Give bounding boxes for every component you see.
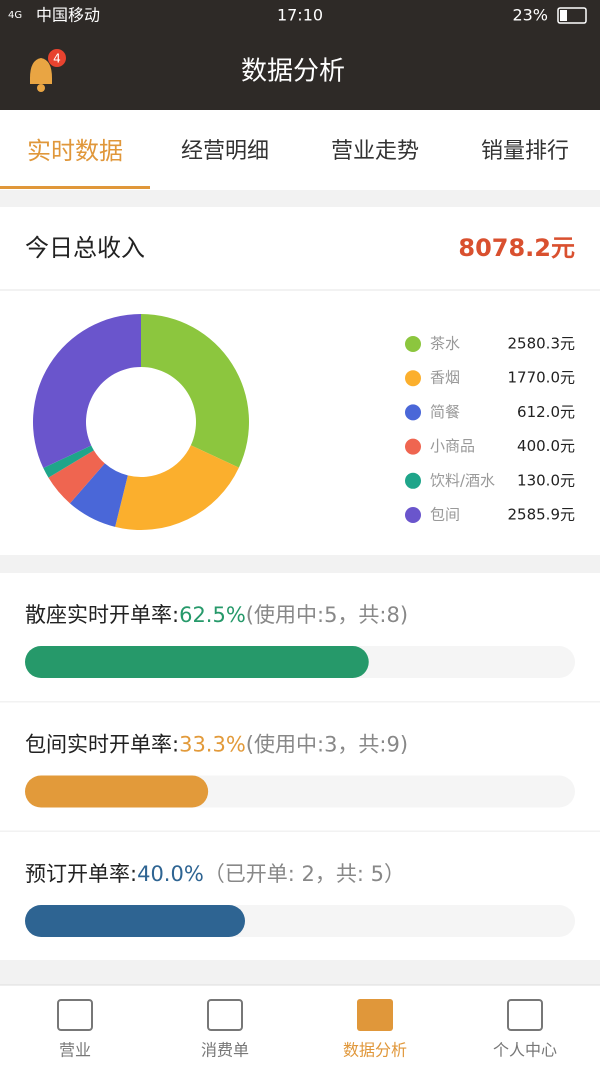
tab[interactable]: 营业走势: [331, 139, 419, 164]
rate-card: [0, 573, 600, 701]
battery-icon: [557, 7, 587, 24]
rate-card: [0, 832, 600, 960]
tab[interactable]: 销量排行: [481, 139, 569, 164]
legend-label: 简餐: [430, 403, 460, 421]
rate-text: 预订开单率:40.0%（已开单: 2，共: 5）: [25, 862, 405, 886]
revenue-total: 8078.2元: [458, 234, 575, 262]
rate-card: [0, 702, 600, 831]
pie-slice: [115, 445, 239, 530]
legend-dot: [405, 472, 421, 489]
rate-label: 散座实时开单率:: [25, 603, 179, 627]
rate-label: 包间实时开单率:: [25, 733, 179, 757]
bottom-nav: [0, 985, 600, 1067]
badge-count: 4: [53, 52, 61, 66]
header-bar: [0, 0, 600, 110]
nav-item[interactable]: 数据分析: [343, 999, 407, 1060]
legend-value: 612.0元: [517, 403, 575, 421]
revenue-label: 今日总收入: [25, 234, 145, 262]
legend-value: 1770.0元: [508, 369, 576, 387]
nav-icon: [207, 999, 243, 1031]
bell-button[interactable]: 4: [30, 49, 66, 92]
pie-slice: [33, 314, 142, 469]
legend-label: 小商品: [430, 437, 475, 455]
legend-label: 香烟: [430, 369, 460, 387]
tab-indicator: [0, 186, 150, 189]
page-title: 数据分析: [241, 57, 345, 87]
legend-dot: [405, 404, 421, 421]
rate-detail: （已开单: 2，共: 5）: [204, 862, 405, 886]
time: 17:10: [277, 6, 323, 25]
rate-value: 40.0%: [137, 862, 204, 886]
tab-bar: [0, 110, 600, 190]
nav-label: 个人中心: [493, 1041, 557, 1060]
nav-item[interactable]: 消费单: [201, 999, 249, 1060]
bell-icon: [30, 58, 52, 84]
battery-level: [560, 10, 567, 21]
pie-slice: [69, 463, 128, 527]
tab[interactable]: 经营明细: [181, 139, 269, 164]
legend-dot: [405, 336, 421, 352]
legend-dot: [405, 507, 421, 523]
legend-value: 400.0元: [517, 437, 575, 455]
nav-icon: [507, 999, 543, 1031]
pie-slice: [48, 450, 105, 504]
legend-value: 130.0元: [517, 471, 575, 489]
nav-label: 消费单: [201, 1041, 249, 1060]
nav-item[interactable]: 个人中心: [493, 999, 557, 1060]
network: 4G: [8, 10, 22, 21]
legend-value: 2580.3元: [508, 335, 576, 353]
pie-slice: [43, 445, 94, 478]
progress-bar: [25, 905, 245, 937]
battery: 23%: [512, 6, 548, 25]
legend-value: 2585.9元: [508, 506, 576, 524]
legend-label: 饮料/酒水: [430, 471, 495, 489]
progress-bar: [25, 775, 209, 808]
rate-text: 包间实时开单率:33.3%(使用中:3，共:9): [25, 733, 408, 757]
badge: [48, 49, 66, 67]
nav-icon: [357, 999, 393, 1031]
rate-detail: (使用中:5，共:8): [246, 603, 408, 627]
carrier: 中国移动: [36, 6, 100, 25]
rate-detail: (使用中:3，共:9): [246, 733, 408, 757]
bell-clapper: [37, 84, 45, 92]
legend-dot: [405, 438, 421, 455]
legend-label: 茶水: [430, 335, 460, 353]
pie-slice: [141, 314, 249, 468]
legend-dot: [405, 370, 421, 387]
nav-label: 数据分析: [343, 1041, 407, 1060]
nav-label: 营业: [59, 1041, 91, 1060]
rate-label: 预订开单率:: [25, 862, 137, 886]
progress-bar: [25, 646, 369, 678]
tab[interactable]: 实时数据: [27, 137, 123, 165]
nav-icon: [57, 999, 93, 1031]
legend-label: 包间: [430, 506, 460, 524]
rate-text: 散座实时开单率:62.5%(使用中:5，共:8): [25, 603, 408, 627]
rate-value: 62.5%: [179, 603, 246, 627]
nav-item[interactable]: 营业: [57, 999, 93, 1060]
rate-value: 33.3%: [179, 733, 246, 757]
